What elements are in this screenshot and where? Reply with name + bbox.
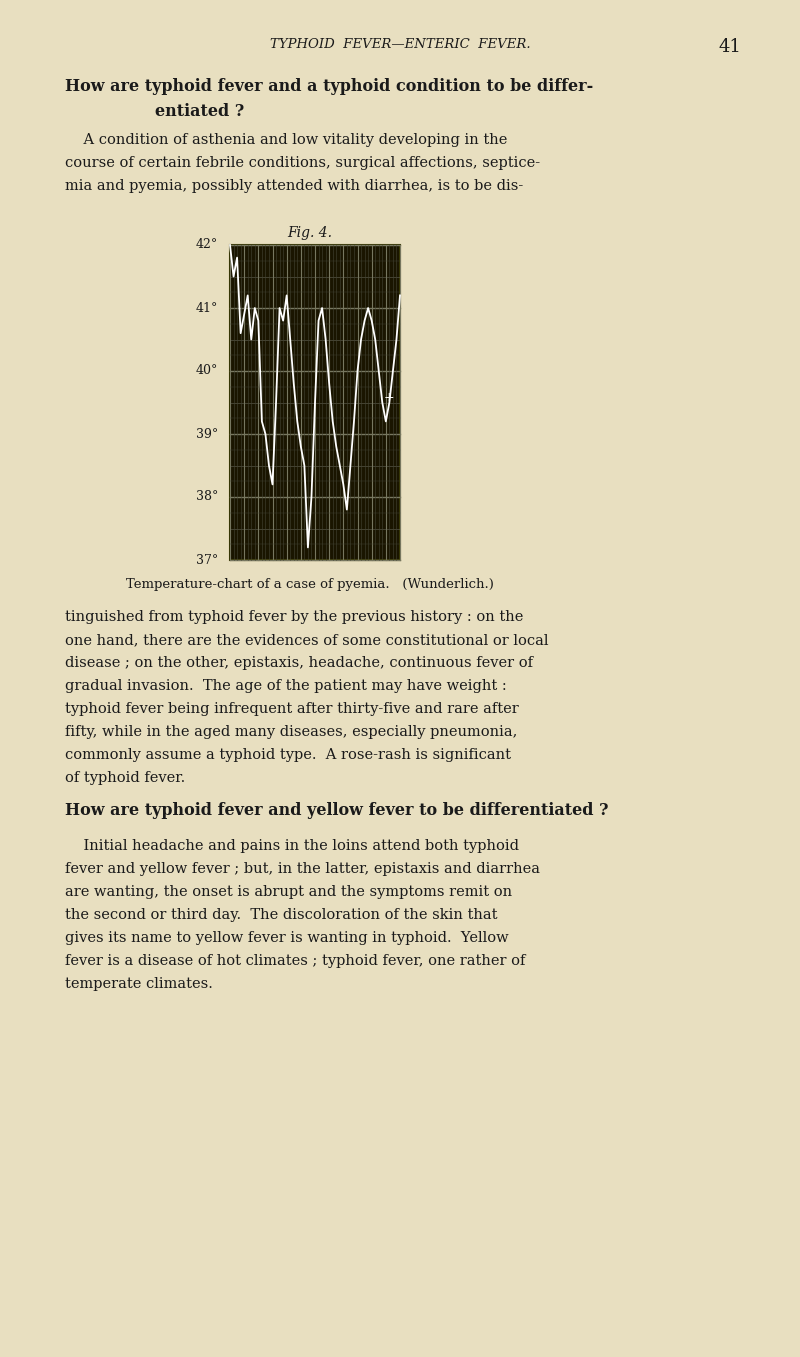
Text: entiated ?: entiated ? [155, 103, 245, 119]
Text: 39°: 39° [196, 427, 218, 441]
Text: How are typhoid fever and yellow fever to be differentiated ?: How are typhoid fever and yellow fever t… [65, 802, 609, 820]
Text: tinguished from typhoid fever by the previous history : on the: tinguished from typhoid fever by the pre… [65, 611, 523, 624]
Text: TYPHOID  FEVER—ENTERIC  FEVER.: TYPHOID FEVER—ENTERIC FEVER. [270, 38, 530, 52]
Text: Fig. 4.: Fig. 4. [287, 227, 333, 240]
Text: gradual invasion.  The age of the patient may have weight :: gradual invasion. The age of the patient… [65, 678, 506, 693]
Text: 42°: 42° [196, 239, 218, 251]
Text: fifty, while in the aged many diseases, especially pneumonia,: fifty, while in the aged many diseases, … [65, 725, 518, 740]
Bar [230, 246, 400, 560]
Text: mia and pyemia, possibly attended with diarrhea, is to be dis-: mia and pyemia, possibly attended with d… [65, 179, 523, 193]
Text: 37°: 37° [196, 554, 218, 566]
Text: course of certain febrile conditions, surgical affections, septice-: course of certain febrile conditions, su… [65, 156, 540, 170]
Text: fever is a disease of hot climates ; typhoid fever, one rather of: fever is a disease of hot climates ; typ… [65, 954, 526, 968]
Text: +: + [384, 391, 394, 404]
Text: one hand, there are the evidences of some constitutional or local: one hand, there are the evidences of som… [65, 632, 549, 647]
Text: 41: 41 [718, 38, 742, 56]
Text: gives its name to yellow fever is wanting in typhoid.  Yellow: gives its name to yellow fever is wantin… [65, 931, 509, 944]
Text: How are typhoid fever and a typhoid condition to be differ-: How are typhoid fever and a typhoid cond… [65, 77, 594, 95]
Text: 38°: 38° [196, 490, 218, 503]
Text: are wanting, the onset is abrupt and the symptoms remit on: are wanting, the onset is abrupt and the… [65, 885, 512, 898]
Text: 41°: 41° [196, 301, 218, 315]
Text: typhoid fever being infrequent after thirty-five and rare after: typhoid fever being infrequent after thi… [65, 702, 518, 716]
Text: the second or third day.  The discoloration of the skin that: the second or third day. The discolorati… [65, 908, 498, 921]
Text: of typhoid fever.: of typhoid fever. [65, 771, 186, 784]
Text: temperate climates.: temperate climates. [65, 977, 213, 991]
Text: 40°: 40° [196, 365, 218, 377]
Text: Temperature-chart of a case of pyemia.   (Wunderlich.): Temperature-chart of a case of pyemia. (… [126, 578, 494, 592]
Text: commonly assume a typhoid type.  A rose-rash is significant: commonly assume a typhoid type. A rose-r… [65, 748, 511, 763]
Text: disease ; on the other, epistaxis, headache, continuous fever of: disease ; on the other, epistaxis, heada… [65, 655, 533, 670]
Text: A condition of asthenia and low vitality developing in the: A condition of asthenia and low vitality… [65, 133, 507, 147]
Text: fever and yellow fever ; but, in the latter, epistaxis and diarrhea: fever and yellow fever ; but, in the lat… [65, 862, 540, 877]
Text: Initial headache and pains in the loins attend both typhoid: Initial headache and pains in the loins … [65, 839, 519, 854]
